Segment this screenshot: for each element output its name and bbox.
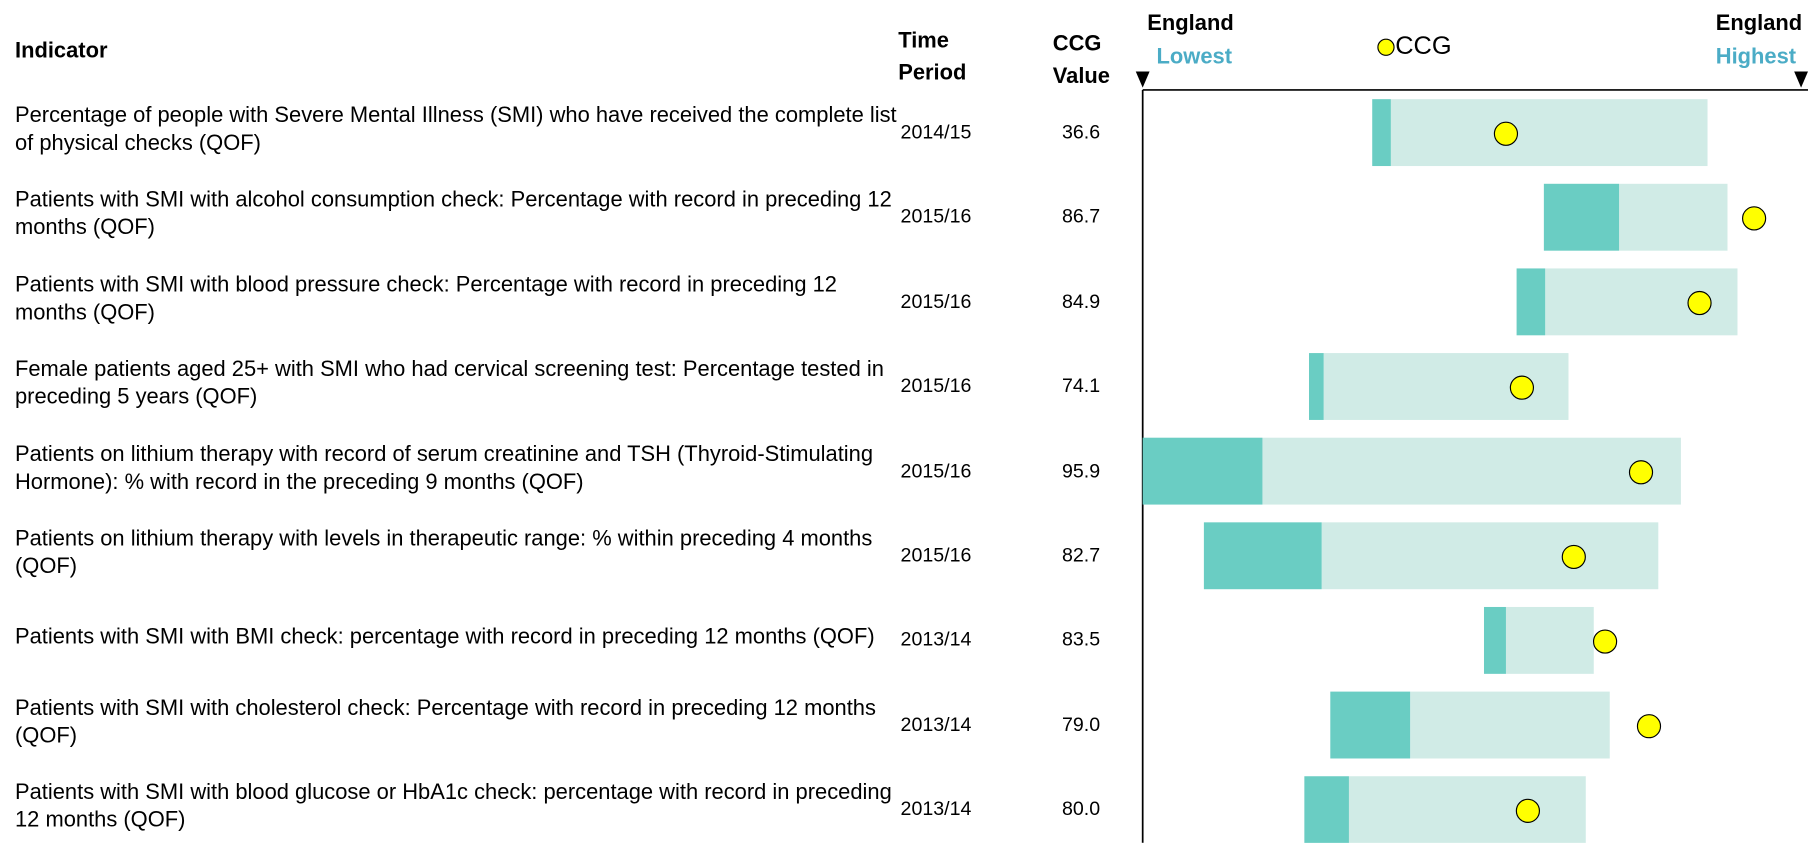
indicator-text: Patients on lithium therapy with levels … — [14, 526, 873, 579]
time-period: 2013/14 — [900, 798, 972, 821]
time-period: 2015/16 — [900, 459, 972, 482]
range-bar — [1505, 606, 1594, 674]
header-england-high: England — [1715, 11, 1803, 36]
time-period: 2015/16 — [900, 290, 972, 313]
ccg-value: 83.5 — [1061, 628, 1101, 651]
ccg-value: 84.9 — [1061, 290, 1101, 313]
indicator-text: Patients with SMI with blood pressure ch… — [14, 273, 837, 325]
ccg-marker — [1493, 121, 1519, 146]
range-bar — [1410, 691, 1610, 759]
range-bar — [1619, 183, 1728, 251]
ccg-marker — [1592, 629, 1618, 654]
header-ccg-value: CCG Value — [1052, 32, 1111, 89]
indicator-text: Patients on lithium therapy with record … — [14, 442, 874, 495]
header-highest: Highest — [1715, 44, 1797, 70]
range-bar — [1390, 99, 1708, 167]
ccg-value: 86.7 — [1061, 205, 1101, 228]
ccg-marker — [1636, 714, 1662, 739]
header-indicator: Indicator — [14, 39, 108, 64]
ccg-value: 80.0 — [1061, 798, 1101, 821]
ccg-marker — [1742, 206, 1767, 231]
ccg-marker — [1687, 290, 1712, 316]
ccg-value: 79.0 — [1061, 713, 1101, 736]
legend-marker — [1377, 38, 1395, 56]
time-period: 2015/16 — [900, 205, 972, 228]
lower-segment — [1543, 183, 1620, 251]
range-bar — [1321, 522, 1659, 590]
indicator-text: Patients with SMI with alcohol consumpti… — [14, 188, 892, 241]
header-time-period: Time Period — [898, 28, 967, 86]
ccg-value: 95.9 — [1061, 459, 1101, 482]
lower-segment — [1203, 522, 1322, 590]
ccg-marker — [1515, 798, 1541, 823]
lower-segment — [1142, 437, 1263, 505]
high-arrow — [1794, 71, 1808, 88]
range-bar — [1348, 776, 1586, 843]
indicator-text: Patients with SMI with blood glucose or … — [14, 780, 892, 833]
time-period: 2015/16 — [900, 544, 972, 567]
indicator-text: Patients with SMI with cholesterol check… — [14, 696, 876, 749]
ccg-value: 82.7 — [1061, 544, 1101, 567]
indicator-text: Female patients aged 25+ with SMI who ha… — [14, 357, 884, 410]
low-arrow — [1135, 71, 1150, 88]
time-period: 2014/15 — [900, 121, 972, 143]
legend-label: CCG — [1395, 31, 1452, 60]
ccg-value: 74.1 — [1061, 374, 1101, 397]
header-lowest: Lowest — [1156, 44, 1232, 70]
lower-segment — [1304, 776, 1349, 843]
ccg-value: 36.6 — [1061, 121, 1101, 143]
indicator-text: Percentage of people with Severe Mental … — [14, 103, 897, 156]
lower-segment — [1330, 691, 1411, 759]
range-bar — [1262, 437, 1681, 505]
lower-segment — [1372, 99, 1391, 167]
time-period: 2013/14 — [900, 713, 972, 736]
lower-segment — [1516, 268, 1546, 336]
time-period: 2013/14 — [900, 628, 972, 651]
lower-segment — [1309, 353, 1324, 420]
ccg-marker — [1509, 375, 1535, 400]
time-period: 2015/16 — [900, 374, 972, 397]
ccg-marker — [1628, 460, 1654, 485]
lower-segment — [1483, 606, 1506, 674]
ccg-marker — [1561, 544, 1586, 570]
indicator-text: Patients with SMI with BMI check: percen… — [14, 625, 875, 650]
header-england-low: England — [1147, 11, 1234, 36]
